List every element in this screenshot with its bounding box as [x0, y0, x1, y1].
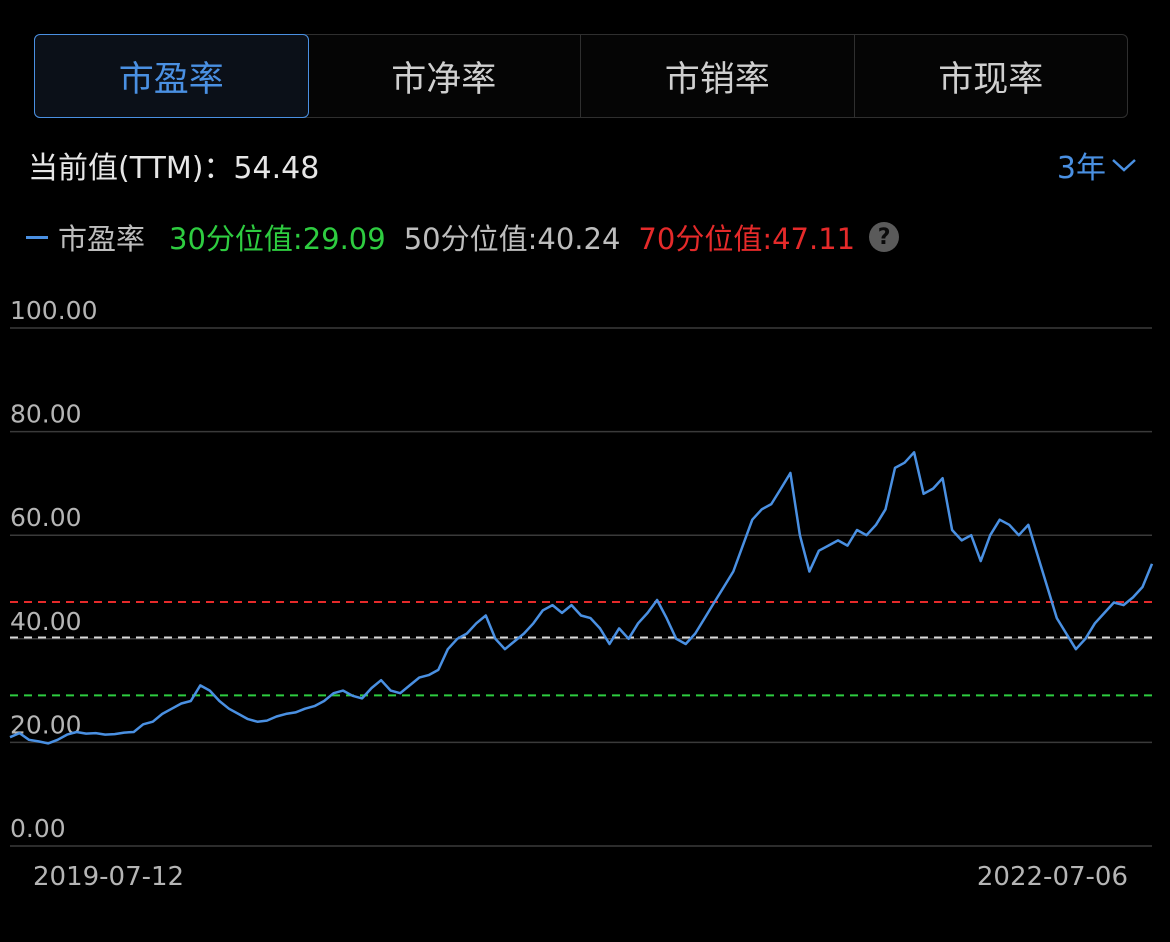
- chart-legend: 市盈率 30分位值:29.09 50分位值:40.24 70分位值:47.11 …: [26, 216, 900, 258]
- current-value: 54.48: [233, 151, 320, 186]
- chevron-down-icon: [1112, 159, 1136, 172]
- y-tick-label: 0.00: [10, 814, 66, 843]
- series-swatch: [26, 235, 48, 239]
- current-value-row: 当前值(TTM)：54.48: [28, 143, 319, 187]
- tab-pb-ratio[interactable]: 市净率: [308, 35, 581, 117]
- help-icon[interactable]: ?: [869, 222, 900, 252]
- legend-p70: 70分位值:47.11: [638, 222, 856, 256]
- y-tick-label: 80.00: [10, 400, 82, 429]
- series-line-pe: [9, 451, 1154, 745]
- tab-ps-ratio[interactable]: 市销率: [581, 35, 855, 117]
- x-start-label: 2019-07-12: [33, 862, 185, 892]
- y-tick-label: 60.00: [10, 503, 82, 532]
- range-label: 3年: [1056, 151, 1106, 186]
- metric-tab-bar: 市盈率 市净率 市销率 市现率: [34, 34, 1128, 118]
- legend-p50: 50分位值:40.24: [403, 222, 621, 256]
- current-value-label: 当前值(TTM)：: [28, 151, 234, 186]
- y-tick-label: 40.00: [10, 607, 82, 636]
- y-tick-label: 100.00: [10, 296, 97, 325]
- x-end-label: 2022-07-06: [976, 862, 1128, 892]
- legend-series-name: 市盈率: [58, 222, 146, 256]
- range-selector[interactable]: 3年: [1057, 143, 1138, 187]
- legend-p30: 30分位值:29.09: [169, 222, 386, 256]
- tab-pcf-ratio[interactable]: 市现率: [938, 59, 1044, 100]
- tab-pe-ratio[interactable]: 市盈率: [34, 34, 309, 118]
